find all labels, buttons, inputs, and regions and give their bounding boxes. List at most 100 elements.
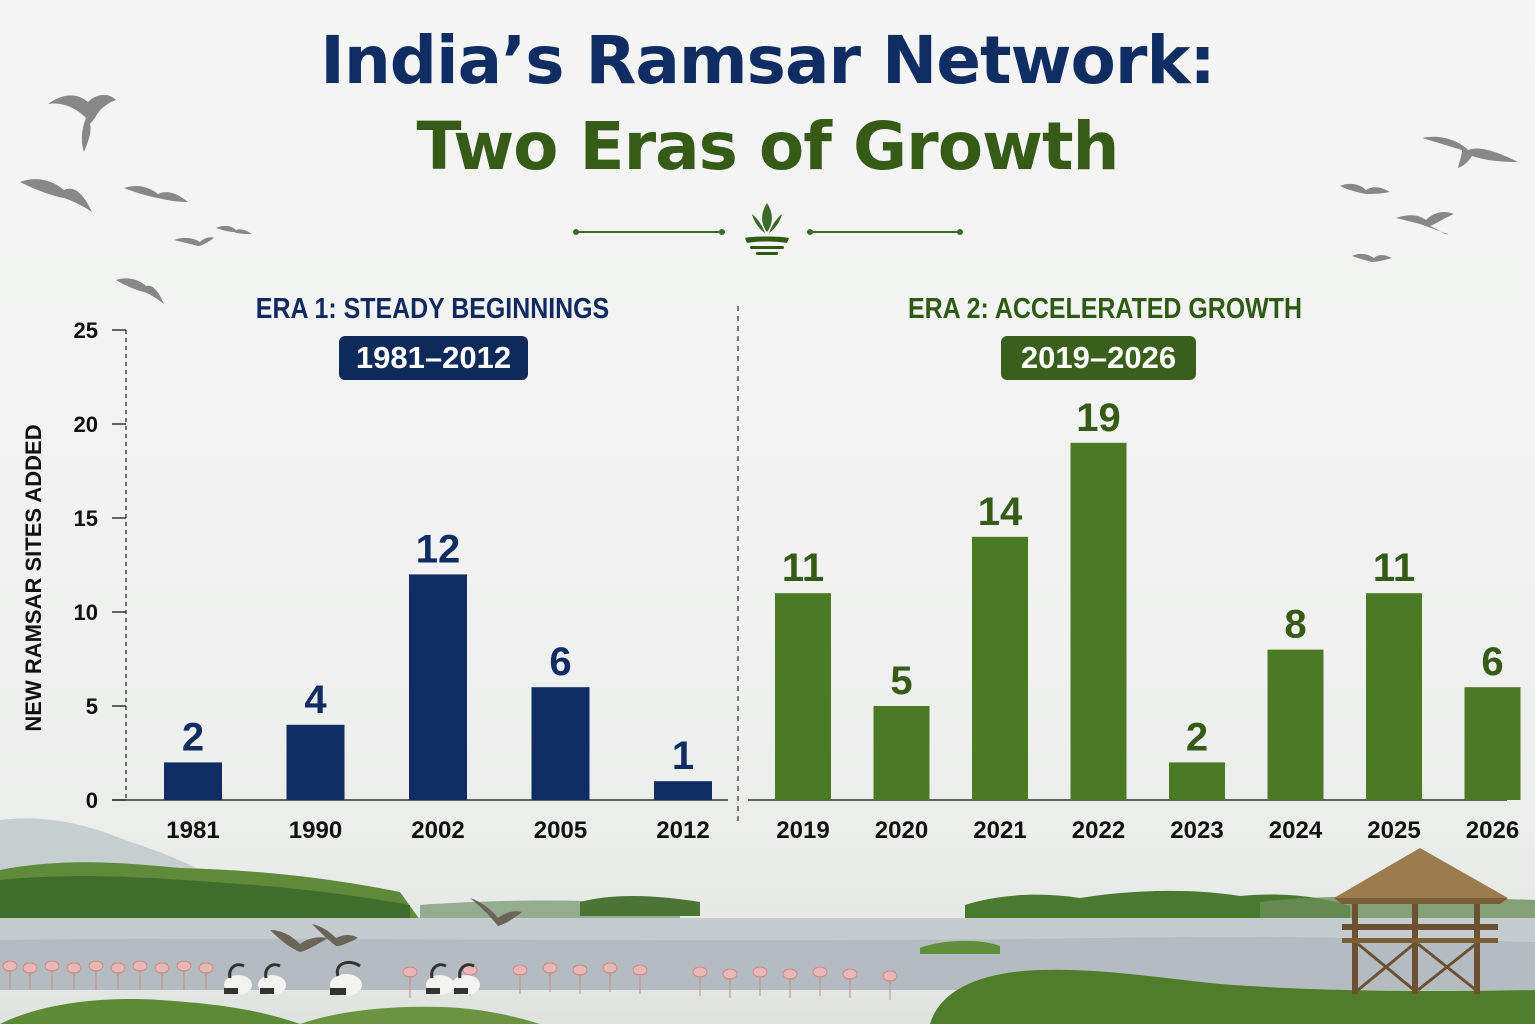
bird-icon bbox=[116, 278, 164, 304]
flamingo-icon bbox=[22, 962, 38, 990]
flamingo-icon bbox=[132, 960, 148, 990]
bar-value-label: 8 bbox=[1284, 603, 1306, 647]
wetland-plant-icon bbox=[745, 203, 789, 255]
flamingo-icon bbox=[512, 964, 528, 994]
x-tick-label: 2025 bbox=[1367, 817, 1420, 844]
flamingo-icon bbox=[66, 962, 82, 990]
x-tick-label: 2005 bbox=[534, 817, 587, 844]
bird-icon bbox=[48, 94, 116, 152]
bar-value-label: 14 bbox=[978, 490, 1023, 534]
pelican-icon bbox=[258, 963, 286, 995]
bar-1981 bbox=[164, 762, 222, 800]
bar-value-label: 1 bbox=[672, 734, 694, 778]
flamingo-flock bbox=[2, 960, 898, 1000]
x-tick-label: 2002 bbox=[411, 817, 464, 844]
bar-2026 bbox=[1464, 687, 1521, 800]
bar-value-label: 11 bbox=[1373, 546, 1415, 590]
bar-value-label: 12 bbox=[416, 527, 461, 571]
era-2-label: ERA 2: ACCELERATED GROWTH bbox=[908, 293, 1302, 325]
y-tick-label: 5 bbox=[86, 694, 98, 719]
flying-birds bbox=[20, 94, 1518, 304]
pelican-icon bbox=[224, 963, 252, 995]
bird-icon bbox=[174, 237, 214, 246]
flamingo-icon bbox=[692, 966, 708, 996]
x-tick-label: 2023 bbox=[1170, 817, 1223, 844]
watchtower-hut-icon bbox=[1334, 848, 1508, 994]
bar-2002 bbox=[409, 574, 467, 800]
bird-icon bbox=[270, 930, 328, 952]
flamingo-icon bbox=[44, 960, 60, 990]
x-tick-label: 2026 bbox=[1466, 817, 1519, 844]
bird-icon bbox=[1340, 183, 1390, 194]
bar-1990 bbox=[286, 724, 345, 800]
bar-2012 bbox=[654, 781, 712, 800]
flamingo-icon bbox=[602, 962, 618, 992]
x-tick-label: 2012 bbox=[656, 817, 709, 844]
pelican-icon bbox=[426, 963, 454, 995]
bird-icon bbox=[1422, 136, 1518, 168]
bar-value-label: 4 bbox=[304, 678, 327, 722]
flamingo-icon bbox=[812, 966, 828, 996]
x-tick-label: 2020 bbox=[875, 817, 928, 844]
bird-icon bbox=[20, 179, 92, 212]
bar-2022 bbox=[1070, 442, 1127, 800]
bar-value-label: 5 bbox=[890, 659, 912, 703]
flamingo-icon bbox=[782, 968, 798, 998]
bar-2021 bbox=[972, 536, 1028, 800]
bar-2005 bbox=[531, 687, 590, 800]
title-divider bbox=[573, 203, 963, 255]
bird-icon bbox=[1352, 253, 1392, 262]
bar-value-label: 6 bbox=[549, 640, 571, 684]
bar-value-label: 2 bbox=[182, 715, 204, 759]
era-2-range-badge: 2019–2026 bbox=[1001, 336, 1196, 380]
flamingo-icon bbox=[542, 962, 558, 992]
x-tick-label: 2021 bbox=[973, 817, 1026, 844]
bar-2023 bbox=[1169, 762, 1225, 800]
bar-2019 bbox=[775, 593, 831, 800]
pelican-icon bbox=[452, 963, 480, 995]
x-tick-label: 2019 bbox=[776, 817, 829, 844]
wetland-landscape bbox=[0, 818, 1535, 1024]
title-line-2: Two Eras of Growth bbox=[416, 108, 1119, 185]
pelican-icon bbox=[330, 960, 362, 996]
flamingo-icon bbox=[198, 962, 214, 990]
bird-icon bbox=[470, 898, 522, 926]
flamingo-icon bbox=[842, 968, 858, 998]
flamingo-icon bbox=[632, 964, 648, 994]
x-tick-label: 1981 bbox=[166, 817, 219, 844]
era-1-range-badge: 1981–2012 bbox=[339, 336, 528, 380]
x-tick-label: 1990 bbox=[289, 817, 342, 844]
flamingo-icon bbox=[402, 966, 418, 998]
y-tick-label: 0 bbox=[86, 788, 98, 813]
flamingo-icon bbox=[882, 970, 898, 1000]
bird-icon bbox=[312, 924, 358, 946]
bar-2020 bbox=[873, 706, 930, 800]
flamingo-icon bbox=[2, 960, 18, 990]
bars-layer: 0510152025219814199012200262005120121120… bbox=[74, 318, 1521, 844]
bar-value-label: 19 bbox=[1076, 396, 1121, 440]
flamingo-icon bbox=[572, 964, 588, 994]
bar-2024 bbox=[1267, 649, 1324, 800]
flamingo-icon bbox=[752, 966, 768, 996]
bird-icon bbox=[1396, 212, 1454, 235]
flamingo-icon bbox=[88, 960, 104, 990]
bird-icon bbox=[216, 225, 252, 234]
era-1-label: ERA 1: STEADY BEGINNINGS bbox=[255, 293, 610, 325]
flamingo-icon bbox=[176, 960, 192, 990]
flamingo-icon bbox=[154, 962, 170, 990]
title-line-1: India’s Ramsar Network: bbox=[320, 22, 1215, 99]
bar-2025 bbox=[1366, 593, 1422, 800]
pelican-group bbox=[224, 898, 522, 996]
y-tick-label: 15 bbox=[74, 506, 98, 531]
bird-icon bbox=[124, 186, 188, 202]
y-tick-label: 10 bbox=[74, 600, 98, 625]
x-tick-label: 2024 bbox=[1269, 817, 1323, 844]
y-tick-label: 20 bbox=[74, 412, 98, 437]
bar-value-label: 11 bbox=[782, 546, 824, 590]
bar-value-label: 2 bbox=[1186, 715, 1208, 759]
bar-value-label: 6 bbox=[1481, 640, 1503, 684]
x-tick-label: 2022 bbox=[1072, 817, 1125, 844]
flamingo-icon bbox=[110, 962, 126, 990]
y-tick-label: 25 bbox=[74, 318, 98, 343]
